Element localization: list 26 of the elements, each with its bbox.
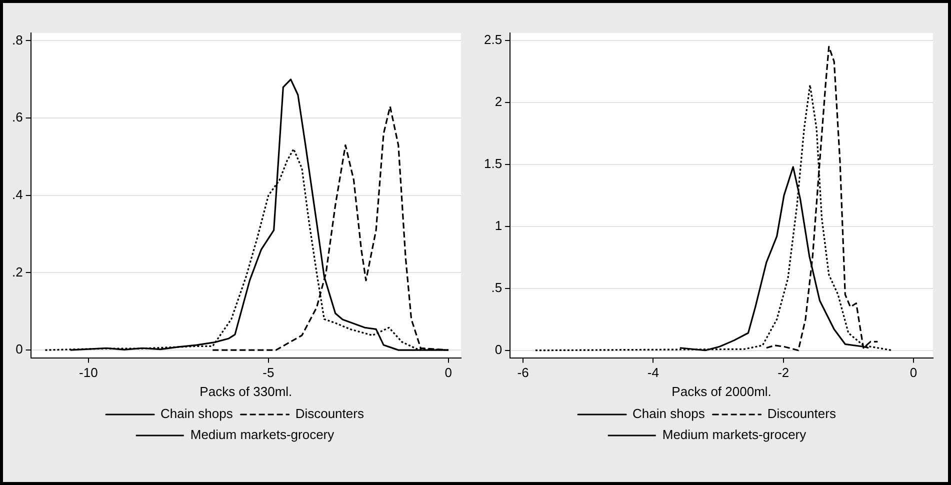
x-tick-label: 0 [444, 365, 452, 380]
legend-label: Medium markets-grocery [662, 427, 807, 442]
legend-label: Discounters [767, 406, 836, 422]
y-tick-label: .2 [12, 264, 23, 280]
x-axis-title: Packs of 330ml. [200, 384, 292, 399]
legend-label: Discounters [295, 406, 364, 422]
legend-label: Chain shops [160, 406, 234, 422]
y-tick-label: 0 [494, 342, 502, 357]
y-tick-label: .8 [12, 32, 23, 48]
y-tick-label: 2.5 [484, 32, 502, 48]
y-tick-label: .6 [12, 110, 23, 125]
y-tick-label: 2 [494, 94, 502, 109]
y-tick-label: .5 [491, 280, 502, 295]
x-tick-label: -4 [647, 365, 659, 380]
x-tick-label: -6 [517, 365, 529, 380]
x-tick-label: 0 [910, 365, 918, 380]
legend-label: Chain shops [632, 406, 706, 422]
legend-label: Medium markets-grocery [190, 427, 335, 442]
x-tick-label: -2 [778, 365, 790, 380]
y-tick-label: 0 [16, 342, 23, 357]
y-tick-label: .4 [12, 186, 23, 202]
y-tick-label: 1 [494, 218, 502, 233]
x-axis-title: Packs of 2000ml. [672, 384, 772, 399]
x-tick-label: -5 [262, 365, 274, 380]
x-tick-label: -10 [79, 365, 98, 380]
y-tick-label: 1.5 [484, 156, 502, 171]
